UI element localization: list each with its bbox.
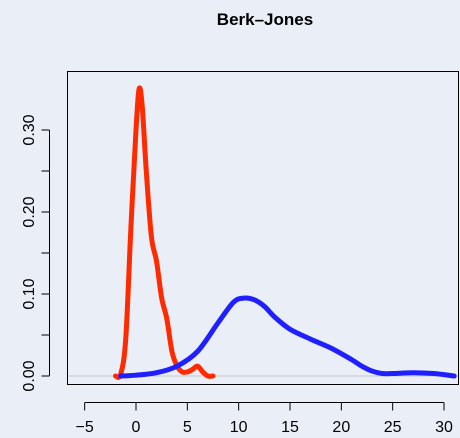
x-axis: −5 0 5 10 15 20 25 30	[76, 402, 453, 436]
plot-area	[67, 71, 459, 385]
series-line-2	[118, 295, 457, 379]
y-tick-label: 0.00	[21, 360, 38, 391]
x-tick-label: 5	[183, 419, 192, 436]
series-layer	[112, 85, 457, 380]
x-tick-label: 25	[384, 419, 402, 436]
x-tick-label: 0	[132, 419, 141, 436]
y-tick-label: 0.30	[21, 114, 38, 145]
y-tick-label: 0.10	[21, 278, 38, 309]
x-tick-label: −5	[76, 419, 94, 436]
x-tick-label: 20	[332, 419, 350, 436]
chart-title: Berk–Jones	[217, 10, 313, 29]
y-tick-label: 0.20	[21, 196, 38, 227]
y-axis: 0.00 0.10 0.20 0.30	[21, 114, 50, 392]
x-tick-label: 30	[435, 419, 453, 436]
series-line-1	[112, 85, 216, 380]
x-tick-label: 10	[230, 419, 248, 436]
x-tick-label: 15	[281, 419, 299, 436]
